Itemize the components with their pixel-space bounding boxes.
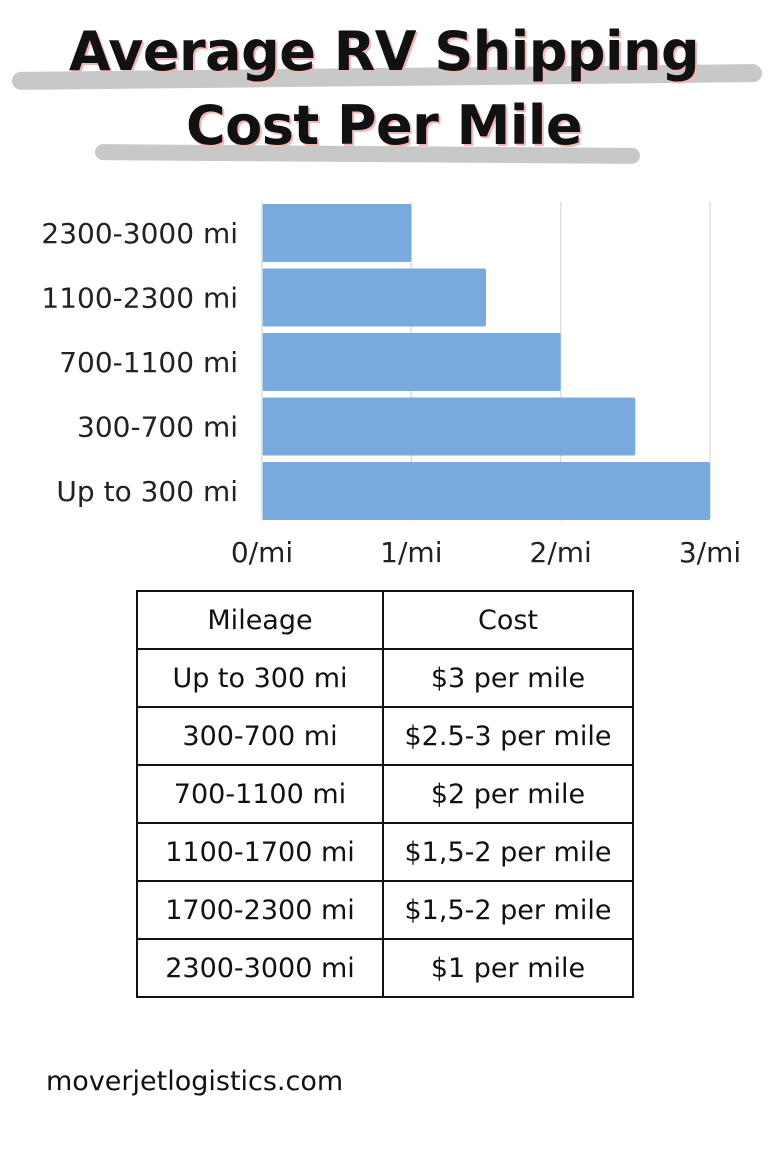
cost-cell: $1,5-2 per mile — [382, 880, 634, 940]
cost-cell: $2 per mile — [382, 764, 634, 824]
page-title-line-1: Average RV Shipping — [68, 20, 700, 83]
x-tick-label: 0/mi — [231, 536, 293, 569]
bar — [262, 204, 412, 262]
table-row: 1100-1700 mi $1,5-2 per mile — [136, 822, 634, 882]
x-tick-label: 2/mi — [530, 536, 592, 569]
table-row: Up to 300 mi $3 per mile — [136, 648, 634, 708]
category-label: 1100-2300 mi — [41, 282, 238, 315]
mileage-cell: 700-1100 mi — [136, 764, 384, 824]
table-row: 1700-2300 mi $1,5-2 per mile — [136, 880, 634, 940]
bar — [262, 397, 636, 456]
cost-cell: $1,5-2 per mile — [382, 822, 634, 882]
mileage-cell: 2300-3000 mi — [136, 938, 384, 998]
website-url: moverjetlogistics.com — [46, 1066, 344, 1097]
cost-cell: $2.5-3 per mile — [382, 706, 634, 766]
table-row: 2300-3000 mi $1 per mile — [136, 938, 634, 998]
table-row: 700-1100 mi $2 per mile — [136, 764, 634, 824]
table-header-row: Mileage Cost — [136, 590, 634, 650]
bar-chart: 2300-3000 mi 1100-2300 mi 700-1100 mi 300-7… — [41, 202, 741, 569]
cost-cell: $1 per mile — [382, 938, 634, 998]
header-mileage: Mileage — [136, 590, 384, 650]
bar — [262, 268, 486, 327]
table-row: 300-700 mi $2.5-3 per mile — [136, 706, 634, 766]
bar — [262, 462, 710, 520]
category-label: 700-1100 mi — [59, 346, 238, 379]
mileage-cell: 1700-2300 mi — [136, 880, 384, 940]
header-cost: Cost — [382, 590, 634, 650]
bar — [262, 333, 561, 391]
category-label: 300-700 mi — [77, 411, 238, 444]
page-title-line-2: Cost Per Mile — [186, 94, 583, 157]
mileage-cell: Up to 300 mi — [136, 648, 384, 708]
mileage-cell: 300-700 mi — [136, 706, 384, 766]
x-tick-label: 3/mi — [679, 536, 741, 569]
category-label: 2300-3000 mi — [41, 217, 238, 250]
title-block: Average RV Shipping Cost Per Mile — [0, 0, 768, 170]
x-tick-label: 1/mi — [380, 536, 442, 569]
cost-table: Mileage Cost Up to 300 mi $3 per mile 30… — [136, 590, 634, 998]
category-label: Up to 300 mi — [56, 475, 238, 508]
mileage-cell: 1100-1700 mi — [136, 822, 384, 882]
cost-cell: $3 per mile — [382, 648, 634, 708]
